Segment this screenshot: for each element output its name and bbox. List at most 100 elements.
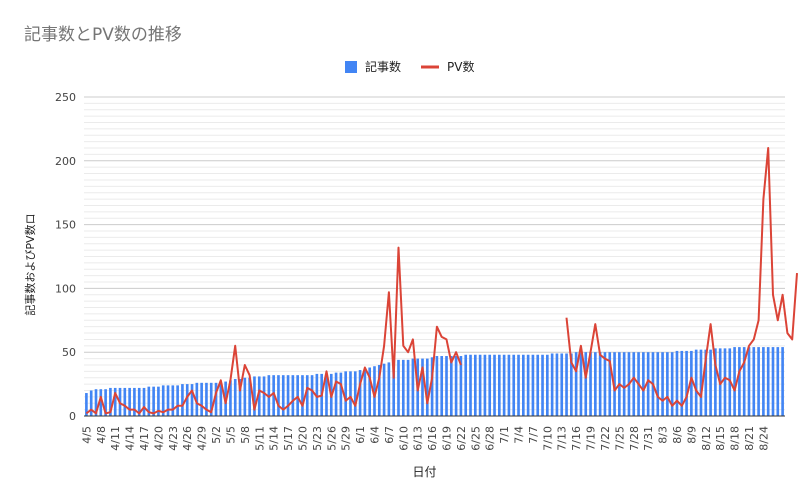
bar (656, 352, 660, 416)
x-tick-label: 4/20 (152, 426, 165, 451)
bar (694, 349, 698, 416)
y-tick-label: 0 (69, 410, 76, 423)
bar (397, 359, 400, 416)
bar (373, 366, 376, 416)
bar (152, 386, 155, 416)
y-tick-label: 100 (55, 282, 76, 295)
bar (248, 377, 251, 416)
bar (109, 387, 112, 416)
x-tick-label: 4/23 (167, 426, 180, 451)
x-tick-label: 4/11 (109, 426, 122, 451)
bar (257, 376, 261, 416)
bar (425, 358, 429, 416)
bar (334, 372, 338, 416)
x-tick-label: 7/13 (556, 426, 569, 451)
bar (497, 354, 501, 416)
bar (483, 354, 487, 416)
bar (161, 385, 165, 416)
bar (742, 347, 746, 416)
bar (555, 353, 559, 416)
bar (747, 347, 751, 416)
x-tick-label: 7/25 (613, 426, 626, 451)
x-tick-label: 8/3 (657, 426, 670, 444)
bar (277, 375, 280, 416)
bar (363, 368, 367, 416)
bar (262, 376, 266, 416)
bar (723, 348, 727, 416)
bar (704, 349, 708, 416)
bar (738, 347, 741, 416)
bar (603, 352, 607, 416)
x-tick-label: 5/20 (296, 426, 309, 451)
bar (608, 352, 612, 416)
legend-label-pv: PV数 (447, 59, 474, 74)
bar (85, 393, 88, 416)
bar (190, 384, 194, 416)
x-tick-label: 7/1 (498, 426, 511, 444)
x-axis-title: 日付 (412, 465, 436, 479)
y-tick-label: 50 (62, 346, 76, 359)
x-tick-label: 8/15 (714, 426, 727, 451)
bar (574, 352, 578, 416)
x-tick-label: 6/10 (397, 426, 410, 451)
bar (99, 389, 103, 416)
bar (291, 375, 295, 416)
bar (584, 352, 588, 416)
bar (632, 352, 636, 416)
x-tick-label: 5/14 (268, 426, 281, 451)
bar (449, 356, 453, 416)
bar (368, 367, 372, 416)
bar (464, 354, 468, 416)
bar (133, 387, 136, 416)
x-tick-label: 8/9 (685, 426, 698, 444)
x-tick-label: 4/5 (80, 426, 93, 444)
x-tick-label: 8/12 (700, 426, 713, 451)
bar (176, 385, 179, 416)
bar (454, 356, 458, 416)
bar (339, 372, 343, 416)
bar (517, 354, 520, 416)
bar (233, 378, 237, 416)
bar (301, 375, 304, 416)
bar (531, 354, 535, 416)
x-tick-label: 7/19 (585, 426, 598, 451)
bar (253, 376, 256, 416)
x-tick-label: 4/26 (181, 426, 194, 451)
x-tick-label: 7/16 (570, 426, 583, 451)
x-tick-label: 8/24 (757, 426, 770, 451)
bar (680, 350, 684, 416)
x-tick-label: 5/5 (224, 426, 237, 444)
bar (512, 354, 516, 416)
bar (473, 354, 477, 416)
x-tick-label: 7/22 (599, 426, 612, 451)
legend-swatch-articles (345, 61, 357, 73)
x-tick-label: 5/26 (325, 426, 338, 451)
bar (598, 352, 602, 416)
bar (709, 349, 712, 416)
bar (469, 354, 472, 416)
bar (411, 358, 415, 416)
bar (570, 353, 573, 416)
bar (478, 354, 482, 416)
bar (401, 359, 405, 416)
y-axis-title: 記事数およびPV数ロ (23, 213, 37, 315)
bar (205, 382, 208, 416)
bar (752, 347, 756, 416)
x-tick-label: 7/4 (513, 426, 526, 444)
bar (622, 352, 626, 416)
bar (214, 382, 218, 416)
bar (675, 350, 679, 416)
x-tick-label: 5/17 (282, 426, 295, 451)
bar (310, 375, 314, 416)
bar (315, 373, 319, 416)
x-tick-label: 4/14 (124, 426, 137, 451)
bar (546, 354, 549, 416)
bar (670, 352, 674, 416)
x-tick-label: 7/10 (541, 426, 554, 451)
bar (445, 356, 448, 416)
bar (776, 347, 780, 416)
legend-label-articles: 記事数 (365, 59, 401, 74)
bar (536, 354, 540, 416)
bar (185, 384, 189, 416)
